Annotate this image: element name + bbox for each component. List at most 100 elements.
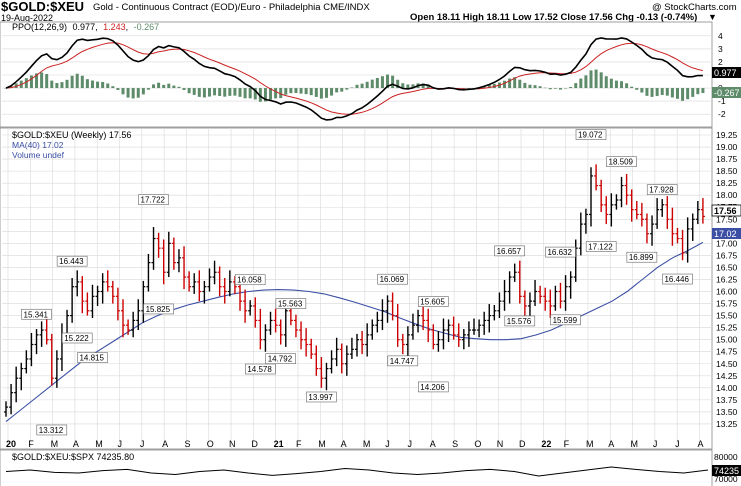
price-bar	[258, 308, 263, 350]
ppo-hist-bar	[55, 82, 59, 89]
ppo-hist-bar	[380, 76, 384, 89]
price-bar	[110, 280, 115, 304]
price-bar	[466, 321, 471, 347]
x-tick-label: A	[608, 439, 614, 449]
price-bar	[431, 324, 436, 350]
price-bar	[227, 270, 232, 297]
price-bar	[166, 231, 171, 278]
price-bar	[660, 199, 665, 217]
down-marker-icon: ▼	[708, 12, 717, 22]
ppo-hist-bar	[548, 88, 552, 90]
price-annotation: 16.058	[234, 274, 266, 286]
price-bar	[390, 292, 395, 321]
ohlc-readout: Open 18.11 High 18.11 Low 17.52 Close 17…	[410, 12, 697, 23]
svg-text:16.058: 16.058	[237, 276, 262, 285]
price-annotation: 18.509	[606, 156, 637, 167]
svg-text:15.563: 15.563	[278, 300, 303, 309]
price-bar	[9, 383, 14, 415]
price-bar	[314, 345, 319, 376]
x-tick-label: 21	[274, 439, 284, 449]
price-bar	[278, 319, 283, 345]
price-bar	[487, 304, 492, 333]
ppo-hist-bar	[355, 84, 359, 89]
svg-text:14.815: 14.815	[79, 354, 104, 363]
ppo-hist-bar	[157, 82, 161, 89]
ma40-line	[5, 241, 704, 423]
price-bar	[344, 345, 349, 376]
ppo-hist-bar	[620, 81, 624, 89]
price-bar	[639, 202, 644, 227]
ppo-hist-bar	[319, 88, 323, 99]
svg-text:16.069: 16.069	[380, 275, 405, 284]
price-bar	[136, 299, 141, 331]
price-bar	[253, 297, 258, 328]
ppo-tick-label: 3	[718, 44, 723, 54]
ppo-hist-bar	[228, 88, 232, 96]
price-bar	[675, 227, 680, 244]
price-grid	[2, 128, 712, 449]
ppo-hist-bar	[609, 78, 613, 89]
price-bar	[512, 263, 517, 282]
price-tick-label: 16.75	[716, 250, 738, 260]
x-tick-label: F	[564, 439, 570, 449]
ppo-hist-bar	[574, 83, 578, 89]
svg-text:14.578: 14.578	[247, 365, 272, 374]
ppo-hist-bar	[80, 75, 84, 89]
ppo-hist-bar	[503, 80, 507, 89]
price-bar	[695, 200, 700, 225]
ppo-hist-bar	[360, 83, 364, 89]
x-tick-label: O	[207, 439, 214, 449]
price-bar	[324, 362, 329, 391]
ppo-hist-bar	[106, 83, 110, 89]
price-annotation: 17.722	[138, 194, 169, 205]
price-annotation: 13.312	[36, 424, 68, 436]
ppo-hist-bar	[136, 88, 140, 98]
price-bar	[339, 343, 344, 374]
price-bar	[273, 308, 278, 333]
price-tick-label: 14.50	[716, 359, 738, 369]
ppo-hist-bar	[126, 88, 130, 98]
price-bar	[655, 198, 660, 229]
price-axis: 19.2519.0018.7518.5018.2518.0017.7517.50…	[716, 130, 738, 429]
price-annotation: 16.657	[494, 245, 525, 257]
price-bar	[146, 253, 151, 292]
price-annotation: 14.747	[387, 355, 419, 367]
ppo-hist-bar	[569, 87, 573, 89]
ppo-tag: 0.977	[714, 68, 737, 78]
price-bar	[477, 319, 482, 338]
ppo-hist-bar	[299, 88, 303, 94]
price-annotation: 15.563	[275, 298, 307, 309]
ppo-hist-bar	[635, 88, 639, 90]
x-tick-label: M	[586, 439, 594, 449]
ppo-hist-bar	[625, 83, 629, 89]
price-bar	[522, 290, 527, 316]
price-bar	[604, 196, 609, 225]
price-bar	[309, 338, 314, 359]
price-tick-label: 19.00	[716, 142, 738, 152]
price-bar	[624, 174, 629, 205]
price-bar	[573, 239, 578, 282]
ppo-hist-bar	[258, 88, 262, 102]
price-bar	[85, 292, 90, 316]
price-bar	[248, 300, 253, 316]
ppo-hist-bar	[401, 83, 405, 89]
ppo-hist-bar	[655, 88, 659, 97]
ppo-hist-bar	[202, 88, 206, 98]
ratio-panel: $GOLD:$XEU:$SPX 74235.80 80000 70000 742…	[0, 449, 741, 486]
price-bar	[670, 207, 675, 246]
ppo-hist-bar	[701, 88, 705, 94]
ppo-panel: PPO(12,26,9) 0.977, 1.243, -0.267 43210-…	[0, 21, 741, 128]
price-annotation: 15.222	[61, 332, 93, 344]
x-tick-label: A	[162, 439, 168, 449]
price-tick-label: 19.25	[716, 130, 738, 140]
svg-text:17.122: 17.122	[588, 242, 613, 251]
ppo-hist-bar	[269, 88, 273, 100]
price-bar	[176, 249, 181, 273]
ppo-hist-bar	[681, 88, 685, 101]
price-bar	[589, 167, 593, 227]
svg-text:15.599: 15.599	[553, 316, 578, 325]
ppo-hist-bar	[279, 88, 283, 99]
price-annotation: 14.578	[245, 363, 276, 375]
price-bar	[395, 304, 400, 347]
ppo-hist-bar	[345, 88, 349, 90]
